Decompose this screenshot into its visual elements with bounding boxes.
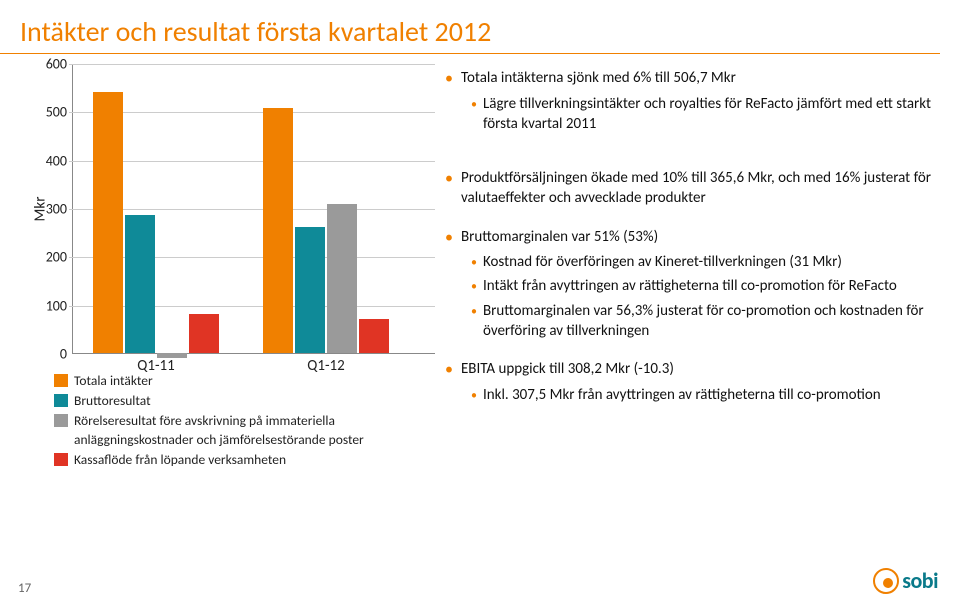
- sub-bullet-item: • Intäkt från avyttringen av rättighetern…: [471, 276, 940, 296]
- chart-legend: Totala intäkter Bruttoresultat Rörelseresu…: [54, 372, 435, 469]
- legend-item: Totala intäkter: [54, 372, 435, 390]
- xtick-label: Q1-12: [307, 357, 345, 375]
- chart-column: Mkr 0100200300400500600Q1-11Q1-12 Totala…: [20, 64, 435, 471]
- bullet-dot-icon: •: [445, 68, 453, 90]
- bullet-dot-icon: •: [445, 227, 453, 249]
- sub-bullet-dot-icon: •: [471, 279, 477, 296]
- sub-bullet-dot-icon: •: [471, 388, 477, 405]
- content-area: Mkr 0100200300400500600Q1-11Q1-12 Totala…: [0, 64, 960, 471]
- sub-bullet-text: Inkl. 307,5 Mkr från avyttringen av rätt…: [483, 385, 940, 405]
- page-title: Intäkter och resultat första kvartalet 2…: [0, 0, 940, 54]
- ytick-label: 200: [46, 249, 67, 266]
- ytick-label: 400: [46, 152, 67, 169]
- bullet-list: • Totala intäkterna sjönk med 6% till 506…: [445, 64, 940, 471]
- sub-bullet-item: •Bruttomarginalen var 56,3% justerat för…: [471, 301, 940, 342]
- legend-item: Bruttoresultat: [54, 392, 435, 410]
- legend-label: Rörelseresultat före avskrivning på imma…: [74, 412, 435, 448]
- logo-icon: [873, 568, 899, 594]
- bullet-item: • EBITA uppgick till 308,2 Mkr (-10.3) • In…: [445, 359, 940, 405]
- bar: [93, 92, 123, 353]
- logo-text: sobi: [902, 567, 938, 594]
- bar: [327, 204, 357, 353]
- legend-label: Kassaflöde från löpande verksamheten: [74, 451, 286, 469]
- bullet-text: Bruttomarginalen var 51% (53%): [461, 227, 940, 247]
- xtick-label: Q1-11: [137, 357, 175, 375]
- bullet-item: • Totala intäkterna sjönk med 6% till 506…: [445, 68, 940, 134]
- sub-bullet-item: • Kostnad för överföringen av Kineret-til…: [471, 252, 940, 272]
- sub-bullet-dot-icon: •: [471, 304, 477, 342]
- sub-bullet-item: •Lägre tillverkningsintäkter och royalti…: [471, 94, 940, 135]
- legend-item: Rörelseresultat före avskrivning på imma…: [54, 412, 435, 448]
- legend-swatch: [54, 453, 68, 466]
- legend-swatch: [54, 394, 68, 407]
- bar-chart: Mkr 0100200300400500600Q1-11Q1-12: [44, 64, 435, 354]
- bar: [295, 227, 325, 353]
- bullet-dot-icon: •: [445, 168, 453, 190]
- bullet-text: Totala intäkterna sjönk med 6% till 506,…: [461, 68, 940, 88]
- legend-swatch: [54, 414, 68, 427]
- bar-group: [93, 92, 219, 353]
- sub-bullet-dot-icon: •: [471, 97, 477, 135]
- sub-bullet-text: Kostnad för överföringen av Kineret-till…: [483, 252, 940, 272]
- ytick-label: 600: [46, 56, 67, 73]
- ytick-label: 100: [46, 297, 67, 314]
- bullet-item: • Bruttomarginalen var 51% (53%) • Kostnad …: [445, 227, 940, 342]
- sub-bullet-text: Lägre tillverkningsintäkter och royaltie…: [483, 94, 940, 135]
- bullet-dot-icon: •: [445, 359, 453, 381]
- bar-group: [263, 108, 389, 353]
- bar: [263, 108, 293, 353]
- legend-item: Kassaflöde från löpande verksamheten: [54, 451, 435, 469]
- ytick-label: 300: [46, 201, 67, 218]
- bar: [189, 314, 219, 353]
- sub-bullet-text: Intäkt från avyttringen av rättigheterna…: [483, 276, 940, 296]
- ytick-label: 500: [46, 104, 67, 121]
- sub-bullet-dot-icon: •: [471, 255, 477, 272]
- legend-label: Bruttoresultat: [74, 392, 151, 410]
- page-number: 17: [18, 581, 31, 596]
- chart-plot-area: 0100200300400500600Q1-11Q1-12: [72, 64, 435, 354]
- ytick-label: 0: [60, 346, 67, 363]
- legend-swatch: [54, 374, 68, 387]
- sub-bullet-item: • Inkl. 307,5 Mkr från avyttringen av rät…: [471, 385, 940, 405]
- bullet-item: • Produktförsäljningen ökade med 10% till…: [445, 168, 940, 209]
- bullet-text: EBITA uppgick till 308,2 Mkr (-10.3): [461, 359, 940, 379]
- brand-logo: sobi: [873, 567, 938, 594]
- bar: [359, 319, 389, 353]
- bar: [125, 215, 155, 353]
- bullet-text: Produktförsäljningen ökade med 10% till …: [461, 168, 940, 209]
- sub-bullet-text: Bruttomarginalen var 56,3% justerat för …: [483, 301, 940, 342]
